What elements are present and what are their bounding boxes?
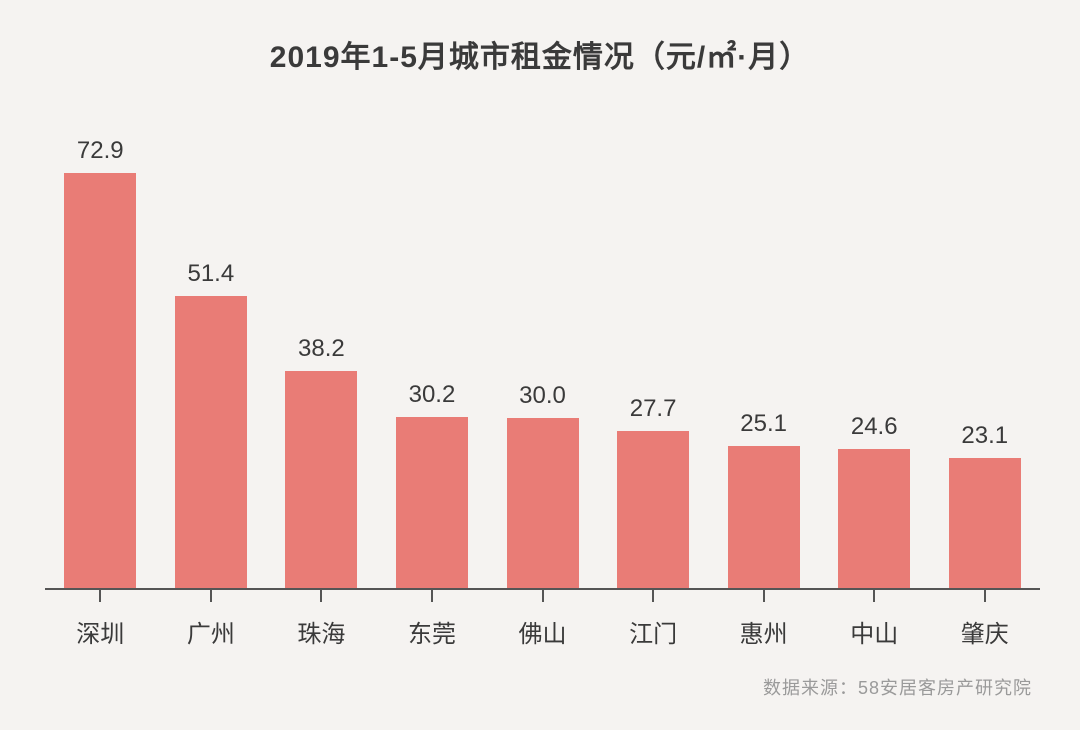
axis-tick — [99, 590, 101, 602]
x-axis-line — [45, 588, 1040, 590]
axis-tick — [652, 590, 654, 602]
value-label: 51.4 — [187, 260, 234, 288]
source-name: 58安居客房产研究院 — [858, 678, 1032, 698]
category-label: 肇庆 — [961, 614, 1009, 649]
category-label: 广州 — [187, 614, 235, 649]
bar-slot: 30.0佛山 — [487, 155, 598, 590]
bar-slot: 25.1惠州 — [708, 155, 819, 590]
axis-tick — [320, 590, 322, 602]
value-label: 25.1 — [740, 410, 787, 438]
bars-group: 72.9深圳51.4广州38.2珠海30.2东莞30.0佛山27.7江门25.1… — [45, 155, 1040, 590]
bar-slot: 24.6中山 — [819, 155, 930, 590]
axis-tick — [542, 590, 544, 602]
value-label: 24.6 — [851, 413, 898, 441]
value-label: 23.1 — [961, 422, 1008, 450]
axis-tick — [873, 590, 875, 602]
category-label: 惠州 — [740, 614, 788, 649]
value-label: 30.0 — [519, 382, 566, 410]
bar-slot: 38.2珠海 — [266, 155, 377, 590]
bar: 30.0 — [507, 418, 579, 590]
axis-tick — [431, 590, 433, 602]
bar: 72.9 — [64, 173, 136, 590]
bar-slot: 23.1肇庆 — [930, 155, 1041, 590]
bar: 30.2 — [396, 417, 468, 590]
value-label: 38.2 — [298, 335, 345, 363]
category-label: 中山 — [850, 614, 898, 649]
bar: 24.6 — [838, 449, 910, 590]
bar: 25.1 — [728, 446, 800, 590]
bar: 38.2 — [285, 371, 357, 590]
chart-title: 2019年1-5月城市租金情况（元/㎡·月） — [0, 32, 1080, 76]
value-label: 72.9 — [77, 137, 124, 165]
category-label: 佛山 — [519, 614, 567, 649]
bar: 51.4 — [175, 296, 247, 590]
bar: 23.1 — [949, 458, 1021, 590]
axis-tick — [763, 590, 765, 602]
data-source: 数据来源：58安居客房产研究院 — [763, 674, 1032, 700]
value-label: 30.2 — [409, 381, 456, 409]
category-label: 江门 — [629, 614, 677, 649]
bar-slot: 72.9深圳 — [45, 155, 156, 590]
bar-slot: 51.4广州 — [156, 155, 267, 590]
bar-slot: 27.7江门 — [598, 155, 709, 590]
category-label: 东莞 — [408, 614, 456, 649]
axis-tick — [984, 590, 986, 602]
bar: 27.7 — [617, 431, 689, 590]
value-label: 27.7 — [630, 395, 677, 423]
category-label: 深圳 — [76, 614, 124, 649]
category-label: 珠海 — [297, 614, 345, 649]
source-prefix: 数据来源： — [763, 678, 858, 698]
chart-container: 2019年1-5月城市租金情况（元/㎡·月） 72.9深圳51.4广州38.2珠… — [0, 0, 1080, 730]
plot-area: 72.9深圳51.4广州38.2珠海30.2东莞30.0佛山27.7江门25.1… — [45, 155, 1040, 590]
bar-slot: 30.2东莞 — [377, 155, 488, 590]
axis-tick — [210, 590, 212, 602]
